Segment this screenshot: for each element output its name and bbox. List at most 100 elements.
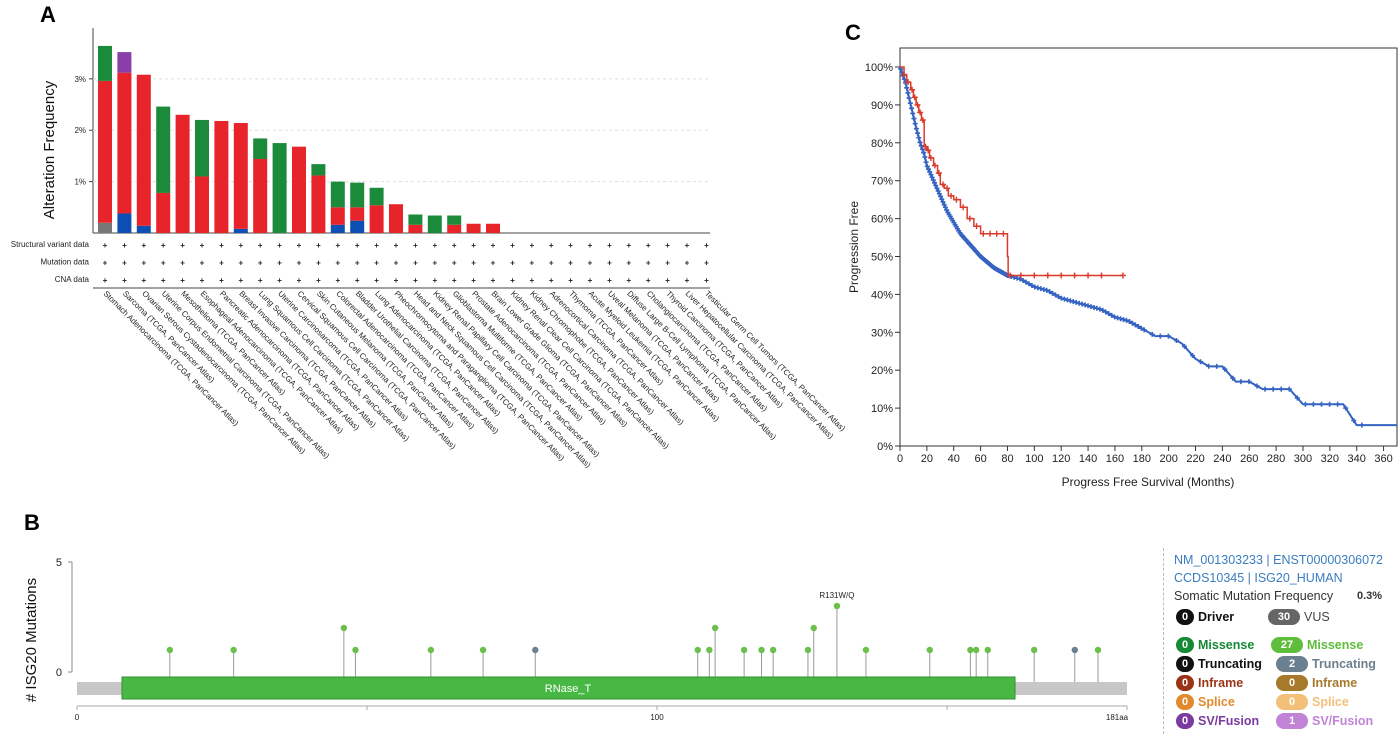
inframe-vus[interactable]: 0 Inframe bbox=[1276, 675, 1357, 691]
censor-mark bbox=[1098, 272, 1105, 279]
data-type-marker: + bbox=[141, 276, 146, 285]
censor-mark bbox=[909, 105, 915, 111]
censor-mark bbox=[1106, 311, 1112, 317]
censor-mark bbox=[1119, 272, 1126, 279]
splice-vus[interactable]: 0 Splice bbox=[1276, 694, 1349, 710]
missense-vus-badge: 27 bbox=[1271, 637, 1303, 653]
x-tick-label: 300 bbox=[1294, 453, 1312, 465]
bar-segment bbox=[98, 222, 112, 233]
bar-segment bbox=[98, 80, 112, 223]
data-type-marker: + bbox=[413, 259, 418, 268]
data-type-marker: + bbox=[588, 241, 593, 250]
y-tick-label: 100% bbox=[865, 62, 893, 74]
sv-vus[interactable]: 1 SV/Fusion bbox=[1276, 713, 1373, 729]
splice-driver-label: Splice bbox=[1198, 695, 1235, 709]
transcript-link[interactable]: NM_001303233 | ENST00000306072 bbox=[1174, 553, 1383, 567]
inframe-driver[interactable]: 0 Inframe bbox=[1176, 675, 1243, 691]
y-tick-label: 0% bbox=[877, 441, 893, 453]
data-type-marker: + bbox=[161, 241, 166, 250]
bar-segment bbox=[447, 215, 462, 225]
truncating-vus-badge: 2 bbox=[1276, 656, 1308, 672]
censor-mark bbox=[1044, 272, 1051, 279]
censor-mark bbox=[925, 147, 932, 154]
truncating-driver[interactable]: 0 Truncating bbox=[1176, 656, 1262, 672]
vus-filter[interactable]: 30 VUS bbox=[1268, 609, 1330, 625]
missense-vus[interactable]: 27 Missense bbox=[1271, 637, 1363, 653]
data-type-marker: + bbox=[646, 241, 651, 250]
censor-mark bbox=[1351, 418, 1357, 424]
censor-mark bbox=[1118, 316, 1124, 322]
x-tick-label: 20 bbox=[921, 453, 933, 465]
data-type-marker: + bbox=[122, 276, 127, 285]
truncating-vus[interactable]: 2 Truncating bbox=[1276, 656, 1376, 672]
censor-mark bbox=[904, 85, 910, 91]
lollipop-head bbox=[166, 646, 174, 654]
censor-mark bbox=[1007, 272, 1014, 279]
censor-mark bbox=[911, 94, 918, 101]
data-type-marker: + bbox=[665, 276, 670, 285]
bar-segment bbox=[369, 205, 384, 233]
data-type-marker: + bbox=[200, 276, 205, 285]
data-type-marker: + bbox=[277, 276, 282, 285]
data-type-marker: + bbox=[491, 259, 496, 268]
data-type-marker: + bbox=[607, 276, 612, 285]
censor-mark bbox=[912, 121, 918, 127]
bar-segment bbox=[408, 224, 423, 233]
censor-mark bbox=[1310, 401, 1316, 407]
data-type-marker: + bbox=[685, 276, 690, 285]
bar-segment bbox=[136, 74, 151, 226]
y-tick-label: 90% bbox=[871, 100, 893, 112]
censor-mark bbox=[1238, 379, 1244, 385]
bar-segment bbox=[136, 225, 151, 233]
censor-mark bbox=[1058, 295, 1064, 301]
data-type-marker: + bbox=[374, 259, 379, 268]
censor-mark bbox=[1126, 319, 1132, 325]
x-axis-title: Progress Free Survival (Months) bbox=[1062, 475, 1235, 489]
rnase-t-domain[interactable] bbox=[121, 676, 1016, 700]
x-tick-label: 280 bbox=[1267, 453, 1285, 465]
truncating-driver-badge: 0 bbox=[1176, 656, 1194, 672]
censor-mark bbox=[1017, 272, 1024, 279]
driver-label: Driver bbox=[1198, 610, 1235, 624]
censor-mark bbox=[928, 172, 934, 178]
x-tick-label: 360 bbox=[1374, 453, 1392, 465]
domain-label: RNase_T bbox=[545, 683, 592, 695]
ccds-link[interactable]: CCDS10345 | ISG20_HUMAN bbox=[1174, 571, 1343, 585]
censor-mark bbox=[1278, 386, 1284, 392]
lollipop-head bbox=[804, 646, 812, 654]
bar-segment bbox=[330, 207, 345, 225]
inframe-vus-badge: 0 bbox=[1276, 675, 1308, 691]
censor-mark bbox=[1335, 401, 1341, 407]
censor-mark bbox=[1246, 379, 1252, 385]
censor-mark bbox=[1071, 272, 1078, 279]
data-type-marker: + bbox=[568, 241, 573, 250]
censor-mark bbox=[1121, 317, 1127, 323]
driver-filter[interactable]: 0 Driver bbox=[1176, 609, 1234, 625]
lollipop-head bbox=[758, 646, 765, 654]
censor-mark bbox=[1097, 306, 1103, 312]
data-type-marker: + bbox=[200, 241, 205, 250]
data-type-label: Structural variant data bbox=[11, 240, 90, 249]
data-type-marker: + bbox=[219, 276, 224, 285]
data-type-label: CNA data bbox=[55, 275, 90, 284]
missense-driver[interactable]: 0 Missense bbox=[1176, 637, 1254, 653]
lollipop-head bbox=[810, 624, 817, 632]
censor-mark bbox=[1327, 401, 1333, 407]
y-tick-label: 80% bbox=[871, 138, 893, 150]
data-type-marker: + bbox=[432, 241, 437, 250]
sv-driver[interactable]: 0 SV/Fusion bbox=[1176, 713, 1259, 729]
x-tick-label: 120 bbox=[1052, 453, 1070, 465]
censor-mark bbox=[916, 135, 922, 141]
lollipop-head bbox=[352, 646, 359, 654]
lollipop-head bbox=[926, 646, 933, 654]
splice-driver[interactable]: 0 Splice bbox=[1176, 694, 1235, 710]
data-type-marker: + bbox=[394, 259, 399, 268]
data-type-marker: + bbox=[491, 276, 496, 285]
x-tick-label: 240 bbox=[1213, 453, 1231, 465]
bar-segment bbox=[427, 215, 442, 233]
bar-segment bbox=[408, 214, 423, 225]
bar-segment bbox=[214, 120, 229, 233]
censor-mark bbox=[1047, 289, 1053, 295]
censor-mark bbox=[1270, 386, 1276, 392]
lollipop-head bbox=[833, 602, 841, 610]
